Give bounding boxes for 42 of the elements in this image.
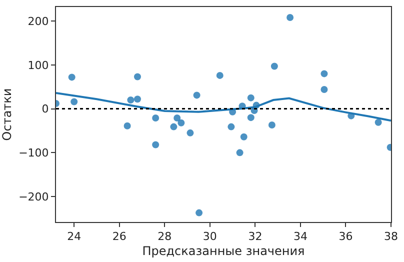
point <box>247 114 254 122</box>
x-tick-label: 32 <box>248 230 262 244</box>
point <box>270 62 278 70</box>
line-series <box>56 92 391 122</box>
point <box>320 86 328 93</box>
x-tick-label: 36 <box>338 230 353 244</box>
point <box>134 96 141 103</box>
x-tick-label: 38 <box>384 230 398 244</box>
point <box>228 123 235 130</box>
point <box>152 114 160 122</box>
point <box>186 129 194 136</box>
x-tick-label: 30 <box>202 230 217 244</box>
point <box>286 14 294 22</box>
y-tick-label: 0 <box>42 102 49 116</box>
x-tick-label: 28 <box>158 230 172 244</box>
x-tick-label: 26 <box>112 230 126 244</box>
point <box>174 114 181 122</box>
point <box>68 74 76 81</box>
point <box>170 123 178 130</box>
point <box>134 73 141 80</box>
point <box>236 149 244 156</box>
y-tick-label: 100 <box>28 58 49 72</box>
point <box>268 122 276 129</box>
point <box>320 70 328 78</box>
y-axis-title: Остатки <box>0 88 14 141</box>
point <box>70 98 78 106</box>
point <box>152 141 160 148</box>
point <box>178 119 185 126</box>
y-tick-label: −200 <box>18 190 49 204</box>
point <box>196 209 203 216</box>
x-tick-label: 34 <box>293 230 308 244</box>
x-tick-label: 24 <box>67 230 82 244</box>
y-tick-label: 200 <box>28 14 49 28</box>
point <box>216 72 224 79</box>
y-tick-label: −100 <box>18 146 49 160</box>
point <box>124 122 131 130</box>
point <box>374 118 382 126</box>
point <box>193 92 200 99</box>
point <box>127 96 134 104</box>
point <box>247 94 254 102</box>
x-axis-title: Предсказанные значения <box>142 244 305 258</box>
point <box>240 133 248 140</box>
